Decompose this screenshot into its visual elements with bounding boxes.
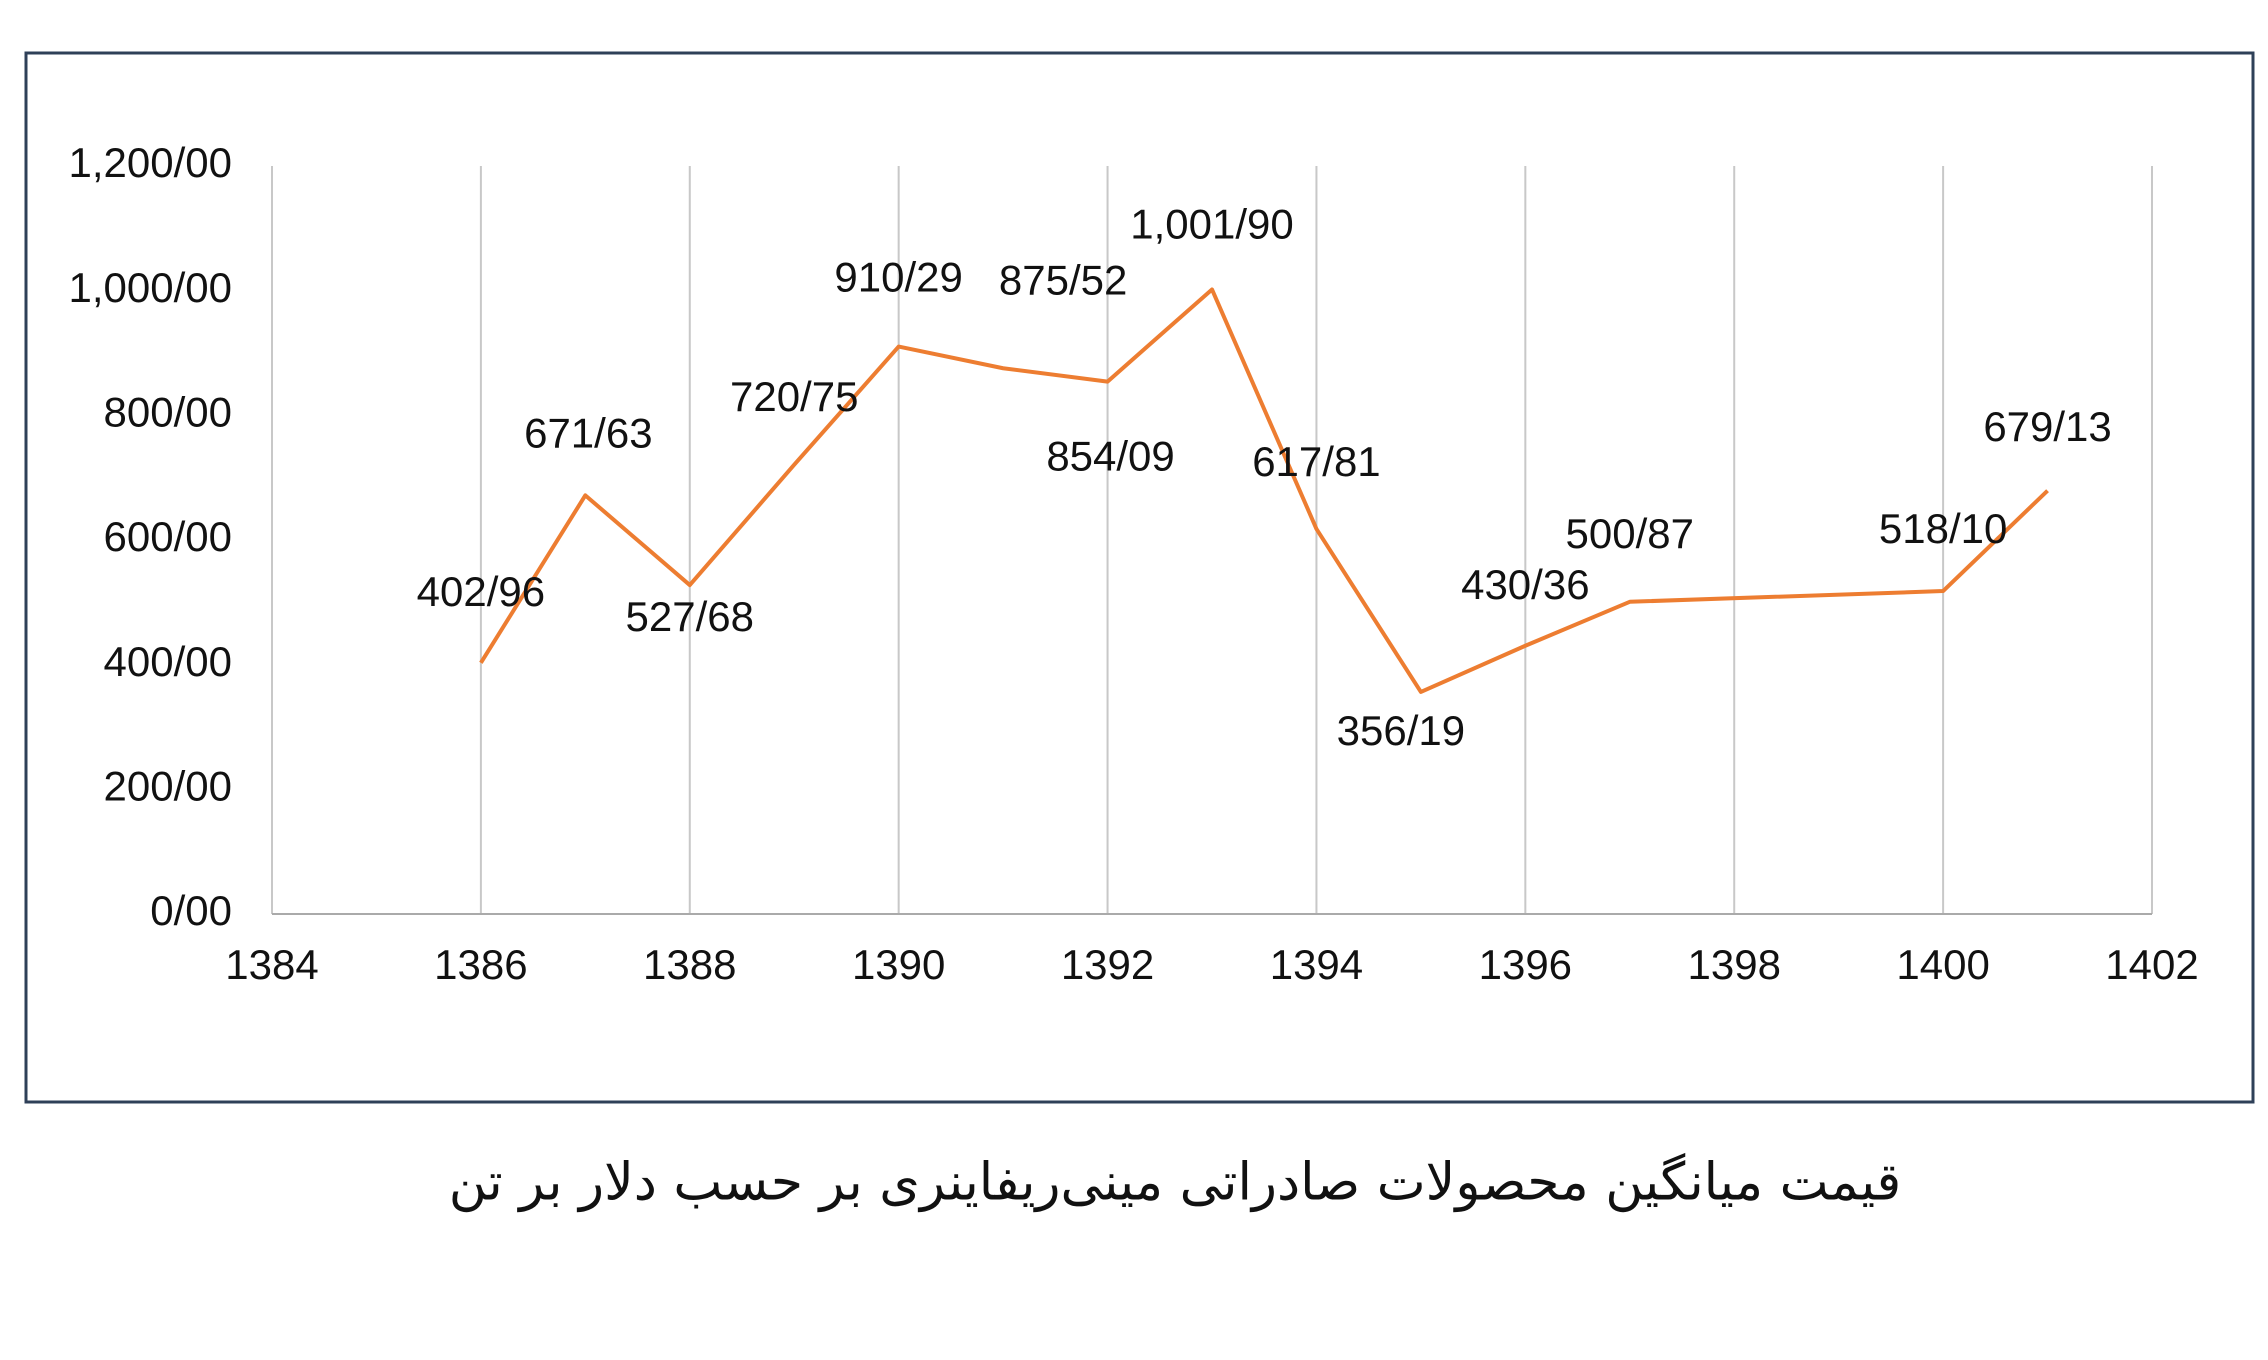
value-label: 720/75 — [730, 373, 858, 420]
data-line — [479, 287, 2049, 694]
value-label: 527/68 — [626, 593, 754, 640]
x-tick-label: 1392 — [1061, 941, 1154, 988]
y-tick-label: 800/00 — [104, 388, 232, 435]
value-label: 500/87 — [1566, 510, 1694, 557]
y-tick-label: 0/00 — [150, 887, 232, 934]
value-label: 875/52 — [999, 256, 1127, 303]
y-tick-label: 200/00 — [104, 762, 232, 809]
value-label: 1,001/90 — [1130, 201, 1294, 248]
y-tick-label: 600/00 — [104, 513, 232, 560]
y-tick-label: 400/00 — [104, 638, 232, 685]
value-label: 518/10 — [1879, 505, 2007, 552]
value-label: 671/63 — [524, 409, 652, 456]
chart-frame — [24, 51, 2255, 1104]
x-tick-label: 1394 — [1270, 941, 1363, 988]
value-label: 402/96 — [417, 568, 545, 615]
x-tick-label: 1396 — [1479, 941, 1572, 988]
x-tick-label: 1386 — [434, 941, 527, 988]
x-tick-label: 1402 — [2105, 941, 2198, 988]
value-label: 910/29 — [834, 254, 962, 301]
x-tick-label: 1398 — [1688, 941, 1781, 988]
x-tick-label: 1384 — [225, 941, 318, 988]
x-tick-label: 1390 — [852, 941, 945, 988]
x-tick-label: 1388 — [643, 941, 736, 988]
y-tick-label: 1,000/00 — [69, 264, 233, 311]
value-label: 679/13 — [1983, 403, 2111, 450]
value-label: 854/09 — [1046, 433, 1174, 480]
x-tick-label: 1400 — [1896, 941, 1989, 988]
value-label: 617/81 — [1252, 438, 1380, 485]
y-tick-label: 1,200/00 — [69, 139, 233, 186]
chart-caption: قیمت میانگین محصولات صادراتی مینی‌ریفاین… — [449, 1153, 1902, 1213]
value-label: 356/19 — [1337, 707, 1465, 754]
value-label: 430/36 — [1461, 561, 1589, 608]
